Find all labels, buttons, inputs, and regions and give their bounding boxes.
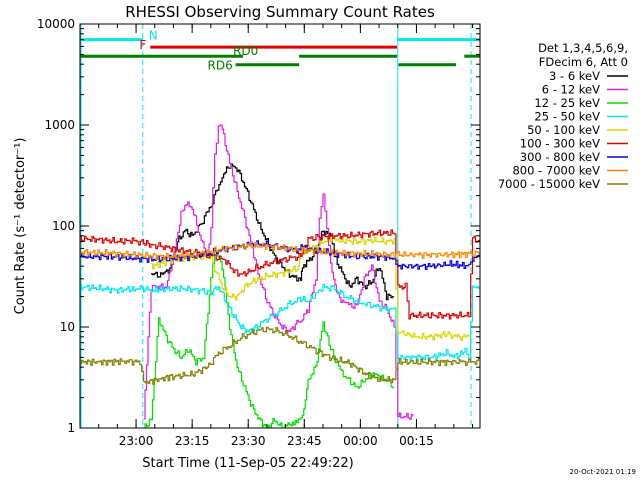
flag-label-rd0: RD0	[233, 44, 258, 58]
x-axis-label: Start Time (11-Sep-05 22:49:22)	[142, 456, 353, 471]
x-axis-ticks: 23:00 23:15 23:30 23:45 00:00 00:15	[79, 24, 474, 448]
series-line-12-25-kev	[143, 250, 395, 428]
flag-bars	[80, 38, 480, 67]
legend-entry-label: 3 - 6 keV	[549, 69, 600, 83]
legend-entry-label: 25 - 50 keV	[534, 110, 600, 124]
series-lines	[80, 124, 480, 428]
series-line-3-6-kev	[151, 163, 394, 301]
series-line-7000-15000-kev	[80, 326, 480, 385]
legend-header-line-1: Det 1,3,4,5,6,9,	[538, 41, 628, 55]
legend: Det 1,3,4,5,6,9, FDecim 6, Att 0 3 - 6 k…	[498, 41, 628, 191]
x-tick-label: 00:15	[399, 434, 434, 448]
series-line-800-7000-kev	[80, 241, 480, 261]
flag-label-n: N	[149, 29, 158, 43]
legend-entry-label: 7000 - 15000 keV	[498, 177, 600, 191]
flag-label-f: F	[139, 38, 146, 52]
x-tick-label: 23:30	[231, 434, 266, 448]
chart-title: RHESSI Observing Summary Count Rates	[125, 3, 435, 21]
y-tick-label: 1000	[44, 118, 75, 132]
legend-entry-label: 800 - 7000 keV	[512, 164, 600, 178]
y-tick-label: 10000	[37, 17, 75, 31]
generation-timestamp: 20-Oct-2021 01:19	[570, 468, 636, 476]
y-axis-ticks: 1 10 100 1000 10000	[37, 17, 480, 435]
legend-entry-label: 100 - 300 keV	[520, 137, 600, 151]
series-line-100-300-kev	[80, 229, 480, 320]
legend-entry-label: 50 - 100 keV	[527, 123, 600, 137]
legend-entry-label: 300 - 800 keV	[520, 150, 600, 164]
legend-header-line-2: FDecim 6, Att 0	[539, 55, 628, 69]
series-line-6-12-kev	[143, 124, 414, 420]
flag-label-rd6: RD6	[208, 59, 233, 73]
x-tick-label: 23:15	[175, 434, 210, 448]
series-line-25-50-kev	[80, 283, 480, 362]
legend-entry-label: 12 - 25 keV	[534, 96, 600, 110]
legend-entry-label: 6 - 12 keV	[542, 83, 600, 97]
y-tick-label: 1	[67, 421, 75, 435]
x-tick-label: 23:00	[119, 434, 154, 448]
y-tick-label: 10	[60, 320, 75, 334]
y-tick-label: 100	[52, 219, 75, 233]
y-axis-label: Count Rate (s⁻¹ detector⁻¹)	[13, 138, 28, 315]
x-tick-label: 23:45	[287, 434, 322, 448]
x-tick-label: 00:00	[343, 434, 378, 448]
